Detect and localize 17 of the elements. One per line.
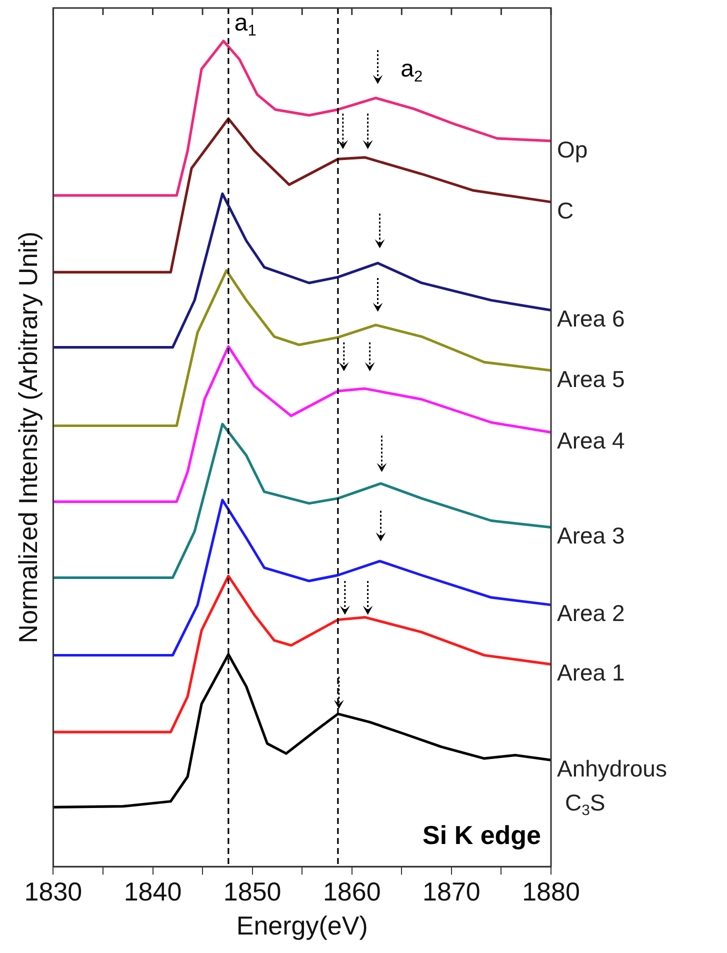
y-axis-title: Normalized Intensity (Arbitrary Unit) xyxy=(12,231,43,644)
series-label: Op xyxy=(557,136,588,162)
annotation: Si K edge xyxy=(422,820,542,850)
x-tick-label: 1880 xyxy=(522,876,580,906)
series-label: Area 6 xyxy=(557,306,625,332)
x-tick-label: 1830 xyxy=(24,876,82,906)
x-tick-label: 1850 xyxy=(223,876,282,906)
x-tick-label: 1860 xyxy=(322,876,381,906)
series-label: Area 4 xyxy=(557,428,625,454)
series-label: Area 1 xyxy=(557,660,625,686)
x-tick-label: 1840 xyxy=(124,876,182,906)
series-label: C xyxy=(557,197,574,224)
x-tick-label: 1870 xyxy=(422,876,480,906)
series-label: Area 3 xyxy=(557,522,625,549)
x-axis-title: Energy(eV) xyxy=(236,910,368,941)
series-label: Area 2 xyxy=(557,600,625,626)
series-label: Area 5 xyxy=(557,366,625,392)
